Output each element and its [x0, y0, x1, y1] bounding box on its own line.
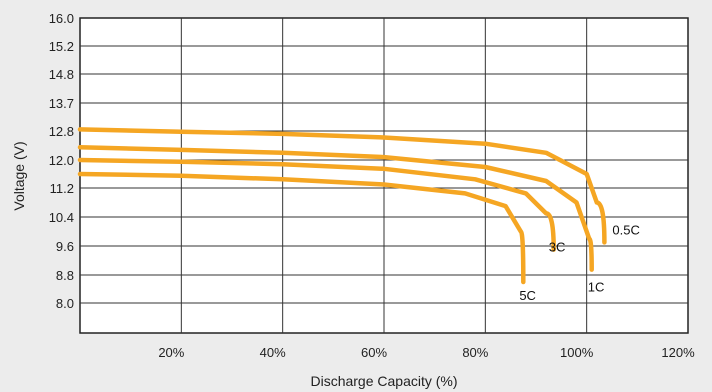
x-tick-label: 120% [661, 345, 695, 360]
series-line-5C [77, 171, 526, 285]
x-tick-label: 60% [361, 345, 387, 360]
series-line-0_5C [77, 127, 607, 245]
y-tick-label: 12.0 [49, 153, 74, 168]
x-tick-labels: 20% 40% 60% 80% 100% 120% [158, 345, 695, 360]
y-tick-label: 14.8 [49, 67, 74, 82]
y-tick-label: 13.7 [49, 96, 74, 111]
x-tick-label: 80% [462, 345, 488, 360]
y-axis-title: Voltage (V) [11, 141, 27, 210]
curve-label-1C: 1C [588, 280, 605, 295]
x-tick-label: 40% [260, 345, 286, 360]
x-tick-label: 20% [158, 345, 184, 360]
curve-label-5C: 5C [519, 288, 536, 303]
y-tick-label: 16.0 [49, 11, 74, 26]
grid [80, 18, 688, 333]
series-line-3C [77, 157, 556, 252]
y-tick-label: 9.6 [56, 239, 74, 254]
x-tick-label: 100% [560, 345, 594, 360]
y-tick-label: 8.8 [56, 268, 74, 283]
y-tick-label: 10.4 [49, 210, 74, 225]
y-tick-label: 15.2 [49, 39, 74, 54]
curves [77, 127, 607, 285]
y-tick-label: 12.8 [49, 124, 74, 139]
y-tick-label: 8.0 [56, 296, 74, 311]
y-tick-labels: 16.0 15.2 14.8 13.7 12.8 12.0 11.2 10.4 9.6 8.8 8.… [49, 11, 74, 311]
x-axis-title: Discharge Capacity (%) [310, 373, 457, 389]
series-line-1C [77, 145, 594, 272]
curve-label-0_5C: 0.5C [612, 222, 639, 237]
y-tick-label: 11.2 [50, 181, 74, 196]
curve-label-3C: 3C [549, 240, 566, 255]
curve-labels: 0.5C 1C 3C 5C [519, 222, 640, 303]
